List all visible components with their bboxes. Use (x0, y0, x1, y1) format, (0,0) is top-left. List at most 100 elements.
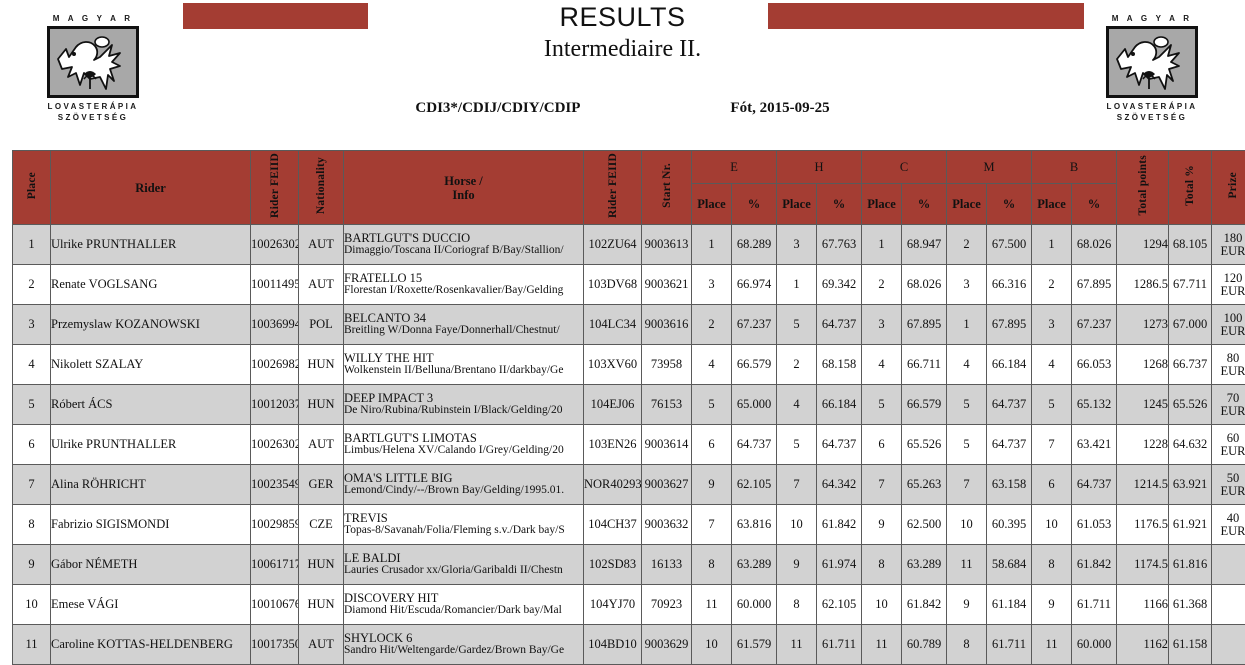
col-judge-e: E (692, 151, 777, 184)
cell-h-pct: 69.342 (817, 265, 862, 305)
cell-start-nr: 9003613 (642, 225, 692, 265)
cell-b-pct: 67.895 (1072, 265, 1117, 305)
cell-place: 9 (13, 545, 51, 585)
cell-start-nr: 9003621 (642, 265, 692, 305)
cell-c-pct: 63.289 (902, 545, 947, 585)
cell-rider-feiid: 10029859 (251, 505, 299, 545)
horse-info: Diamond Hit/Escuda/Romancier/Dark bay/Ma… (344, 605, 583, 617)
cell-m-place: 11 (947, 545, 987, 585)
cell-h-place: 5 (777, 425, 817, 465)
cell-m-pct: 58.684 (987, 545, 1032, 585)
cell-nationality: POL (299, 305, 344, 345)
cell-c-pct: 66.579 (902, 385, 947, 425)
page-title: RESULTS (0, 2, 1245, 33)
col-total-points: Total points (1117, 151, 1169, 225)
cell-horse-feiid: 102ZU64 (584, 225, 642, 265)
cell-c-place: 9 (862, 505, 902, 545)
cell-m-place: 9 (947, 585, 987, 625)
col-total-pct: Total % (1169, 151, 1212, 225)
cell-rider: Gábor NÉMETH (51, 545, 251, 585)
cell-e-pct: 68.289 (732, 225, 777, 265)
cell-h-place: 5 (777, 305, 817, 345)
col-m-place: Place (947, 184, 987, 225)
cell-nationality: CZE (299, 505, 344, 545)
cell-c-place: 8 (862, 545, 902, 585)
prize-value: 180 (1212, 232, 1245, 245)
cell-rider-feiid: 10026302 (251, 425, 299, 465)
cell-m-place: 5 (947, 385, 987, 425)
cell-b-pct: 60.000 (1072, 625, 1117, 665)
cell-b-pct: 61.711 (1072, 585, 1117, 625)
col-horse-line1: Horse / (444, 174, 483, 188)
cell-rider-feiid: 10012037 (251, 385, 299, 425)
event-meta: CDI3*/CDIJ/CDIY/CDIP Fót, 2015-09-25 (0, 100, 1245, 117)
cell-place: 5 (13, 385, 51, 425)
cell-horse-feiid: 102SD83 (584, 545, 642, 585)
col-h-pct: % (817, 184, 862, 225)
cell-rider: Renate VOGLSANG (51, 265, 251, 305)
cell-total-pct: 65.526 (1169, 385, 1212, 425)
col-judge-c: C (862, 151, 947, 184)
cell-e-pct: 60.000 (732, 585, 777, 625)
cell-c-pct: 60.789 (902, 625, 947, 665)
cell-total-pct: 61.921 (1169, 505, 1212, 545)
cell-place: 11 (13, 625, 51, 665)
cell-rider: Nikolett SZALAY (51, 345, 251, 385)
prize-value: 120 (1212, 272, 1245, 285)
cell-b-place: 2 (1032, 265, 1072, 305)
prize-value: 80 (1212, 352, 1245, 365)
prize-unit: EUR (1212, 445, 1245, 458)
horse-info: Topas-8/Savanah/Folia/Fleming s.v./Dark … (344, 525, 583, 537)
cell-e-place: 8 (692, 545, 732, 585)
cell-m-place: 7 (947, 465, 987, 505)
cell-e-pct: 66.579 (732, 345, 777, 385)
cell-horse-feiid: 104EJ06 (584, 385, 642, 425)
cell-c-place: 3 (862, 305, 902, 345)
results-table-wrapper: Place Rider Rider FEIID Nationality Hors… (12, 150, 1234, 665)
cell-b-place: 3 (1032, 305, 1072, 345)
cell-e-place: 10 (692, 625, 732, 665)
cell-b-place: 7 (1032, 425, 1072, 465)
cell-rider-feiid: 10026302 (251, 225, 299, 265)
cell-total-points: 1273 (1117, 305, 1169, 345)
cell-rider: Ulrike PRUNTHALLER (51, 425, 251, 465)
cell-horse-feiid: 104LC34 (584, 305, 642, 345)
cell-c-place: 2 (862, 265, 902, 305)
cell-rider: Przemyslaw KOZANOWSKI (51, 305, 251, 345)
cell-total-pct: 64.632 (1169, 425, 1212, 465)
cell-rider-feiid: 10017350 (251, 625, 299, 665)
cell-place: 1 (13, 225, 51, 265)
cell-b-pct: 61.842 (1072, 545, 1117, 585)
cell-h-place: 7 (777, 465, 817, 505)
cell-h-pct: 64.342 (817, 465, 862, 505)
cell-start-nr: 76153 (642, 385, 692, 425)
cell-h-pct: 66.184 (817, 385, 862, 425)
col-judge-h: H (777, 151, 862, 184)
cell-c-pct: 67.895 (902, 305, 947, 345)
cell-c-pct: 61.842 (902, 585, 947, 625)
cell-h-pct: 67.763 (817, 225, 862, 265)
cell-c-pct: 65.263 (902, 465, 947, 505)
cell-nationality: HUN (299, 345, 344, 385)
cell-c-place: 6 (862, 425, 902, 465)
cell-rider-feiid: 10023549 (251, 465, 299, 505)
